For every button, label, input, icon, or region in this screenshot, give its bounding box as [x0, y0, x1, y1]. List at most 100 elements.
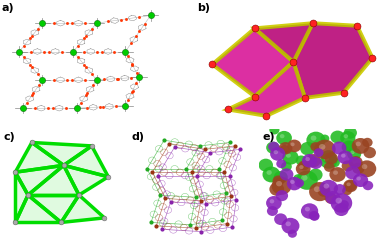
Circle shape [302, 154, 317, 168]
Circle shape [272, 177, 291, 195]
Polygon shape [15, 165, 64, 195]
Circle shape [352, 138, 369, 154]
Polygon shape [15, 142, 64, 172]
Circle shape [309, 182, 330, 201]
Circle shape [340, 131, 356, 145]
Circle shape [280, 134, 284, 138]
Circle shape [286, 153, 291, 158]
Circle shape [281, 162, 292, 171]
Text: c): c) [4, 132, 15, 142]
Circle shape [276, 181, 282, 186]
Polygon shape [61, 195, 105, 222]
Circle shape [363, 181, 373, 190]
Circle shape [268, 142, 279, 152]
Circle shape [273, 175, 284, 186]
Circle shape [356, 142, 361, 146]
Polygon shape [255, 23, 313, 62]
Text: a): a) [2, 3, 15, 13]
Circle shape [347, 148, 361, 160]
Circle shape [269, 182, 284, 196]
Circle shape [267, 206, 278, 216]
Circle shape [287, 139, 301, 152]
Polygon shape [64, 146, 108, 177]
Circle shape [319, 180, 338, 197]
Circle shape [266, 170, 272, 175]
Circle shape [286, 221, 291, 226]
Circle shape [306, 132, 325, 149]
Circle shape [329, 158, 340, 167]
Polygon shape [228, 62, 305, 116]
Circle shape [274, 171, 288, 183]
Circle shape [299, 165, 303, 169]
Circle shape [298, 160, 310, 170]
Circle shape [311, 136, 317, 141]
Circle shape [357, 160, 376, 177]
Circle shape [362, 138, 372, 147]
Circle shape [345, 180, 357, 191]
Polygon shape [15, 195, 61, 222]
Circle shape [350, 150, 354, 154]
Circle shape [293, 174, 303, 183]
Circle shape [324, 152, 338, 165]
Circle shape [325, 191, 340, 204]
Circle shape [324, 162, 335, 172]
Circle shape [279, 145, 290, 154]
Circle shape [309, 169, 323, 181]
Circle shape [321, 150, 336, 164]
Circle shape [282, 150, 299, 165]
Polygon shape [15, 172, 28, 222]
Circle shape [319, 144, 325, 150]
Circle shape [334, 184, 346, 195]
Circle shape [262, 166, 280, 182]
Text: e): e) [262, 132, 275, 142]
Circle shape [330, 130, 345, 144]
Circle shape [343, 180, 357, 192]
Circle shape [324, 156, 329, 161]
Circle shape [309, 211, 319, 220]
Circle shape [276, 159, 286, 168]
Circle shape [332, 141, 347, 155]
Circle shape [296, 156, 307, 165]
Circle shape [353, 173, 368, 187]
Circle shape [363, 147, 376, 158]
Circle shape [318, 186, 329, 197]
Circle shape [266, 142, 280, 154]
Circle shape [279, 142, 293, 155]
Circle shape [281, 218, 300, 234]
Polygon shape [212, 28, 293, 96]
Circle shape [280, 168, 293, 181]
Circle shape [296, 162, 311, 175]
Polygon shape [32, 142, 92, 165]
Circle shape [288, 230, 297, 238]
Circle shape [276, 190, 288, 201]
Circle shape [339, 200, 349, 209]
Circle shape [310, 142, 321, 151]
Circle shape [335, 198, 342, 203]
Circle shape [352, 163, 365, 174]
Circle shape [309, 157, 322, 169]
Circle shape [300, 142, 315, 155]
Circle shape [342, 186, 352, 195]
Circle shape [338, 150, 353, 164]
Circle shape [356, 176, 361, 181]
Circle shape [349, 157, 361, 168]
Circle shape [320, 135, 329, 143]
Polygon shape [228, 62, 305, 116]
Circle shape [306, 154, 321, 167]
Circle shape [345, 142, 357, 152]
Circle shape [346, 182, 351, 186]
Circle shape [270, 147, 285, 161]
Circle shape [290, 180, 295, 184]
Circle shape [341, 154, 345, 158]
Circle shape [342, 140, 357, 154]
Polygon shape [255, 23, 313, 62]
Circle shape [344, 127, 357, 139]
Polygon shape [28, 195, 79, 222]
Text: b): b) [197, 3, 210, 13]
Circle shape [349, 156, 363, 168]
Circle shape [345, 166, 360, 180]
Circle shape [301, 203, 318, 219]
Polygon shape [64, 165, 108, 195]
Circle shape [296, 171, 318, 190]
Circle shape [259, 159, 273, 172]
